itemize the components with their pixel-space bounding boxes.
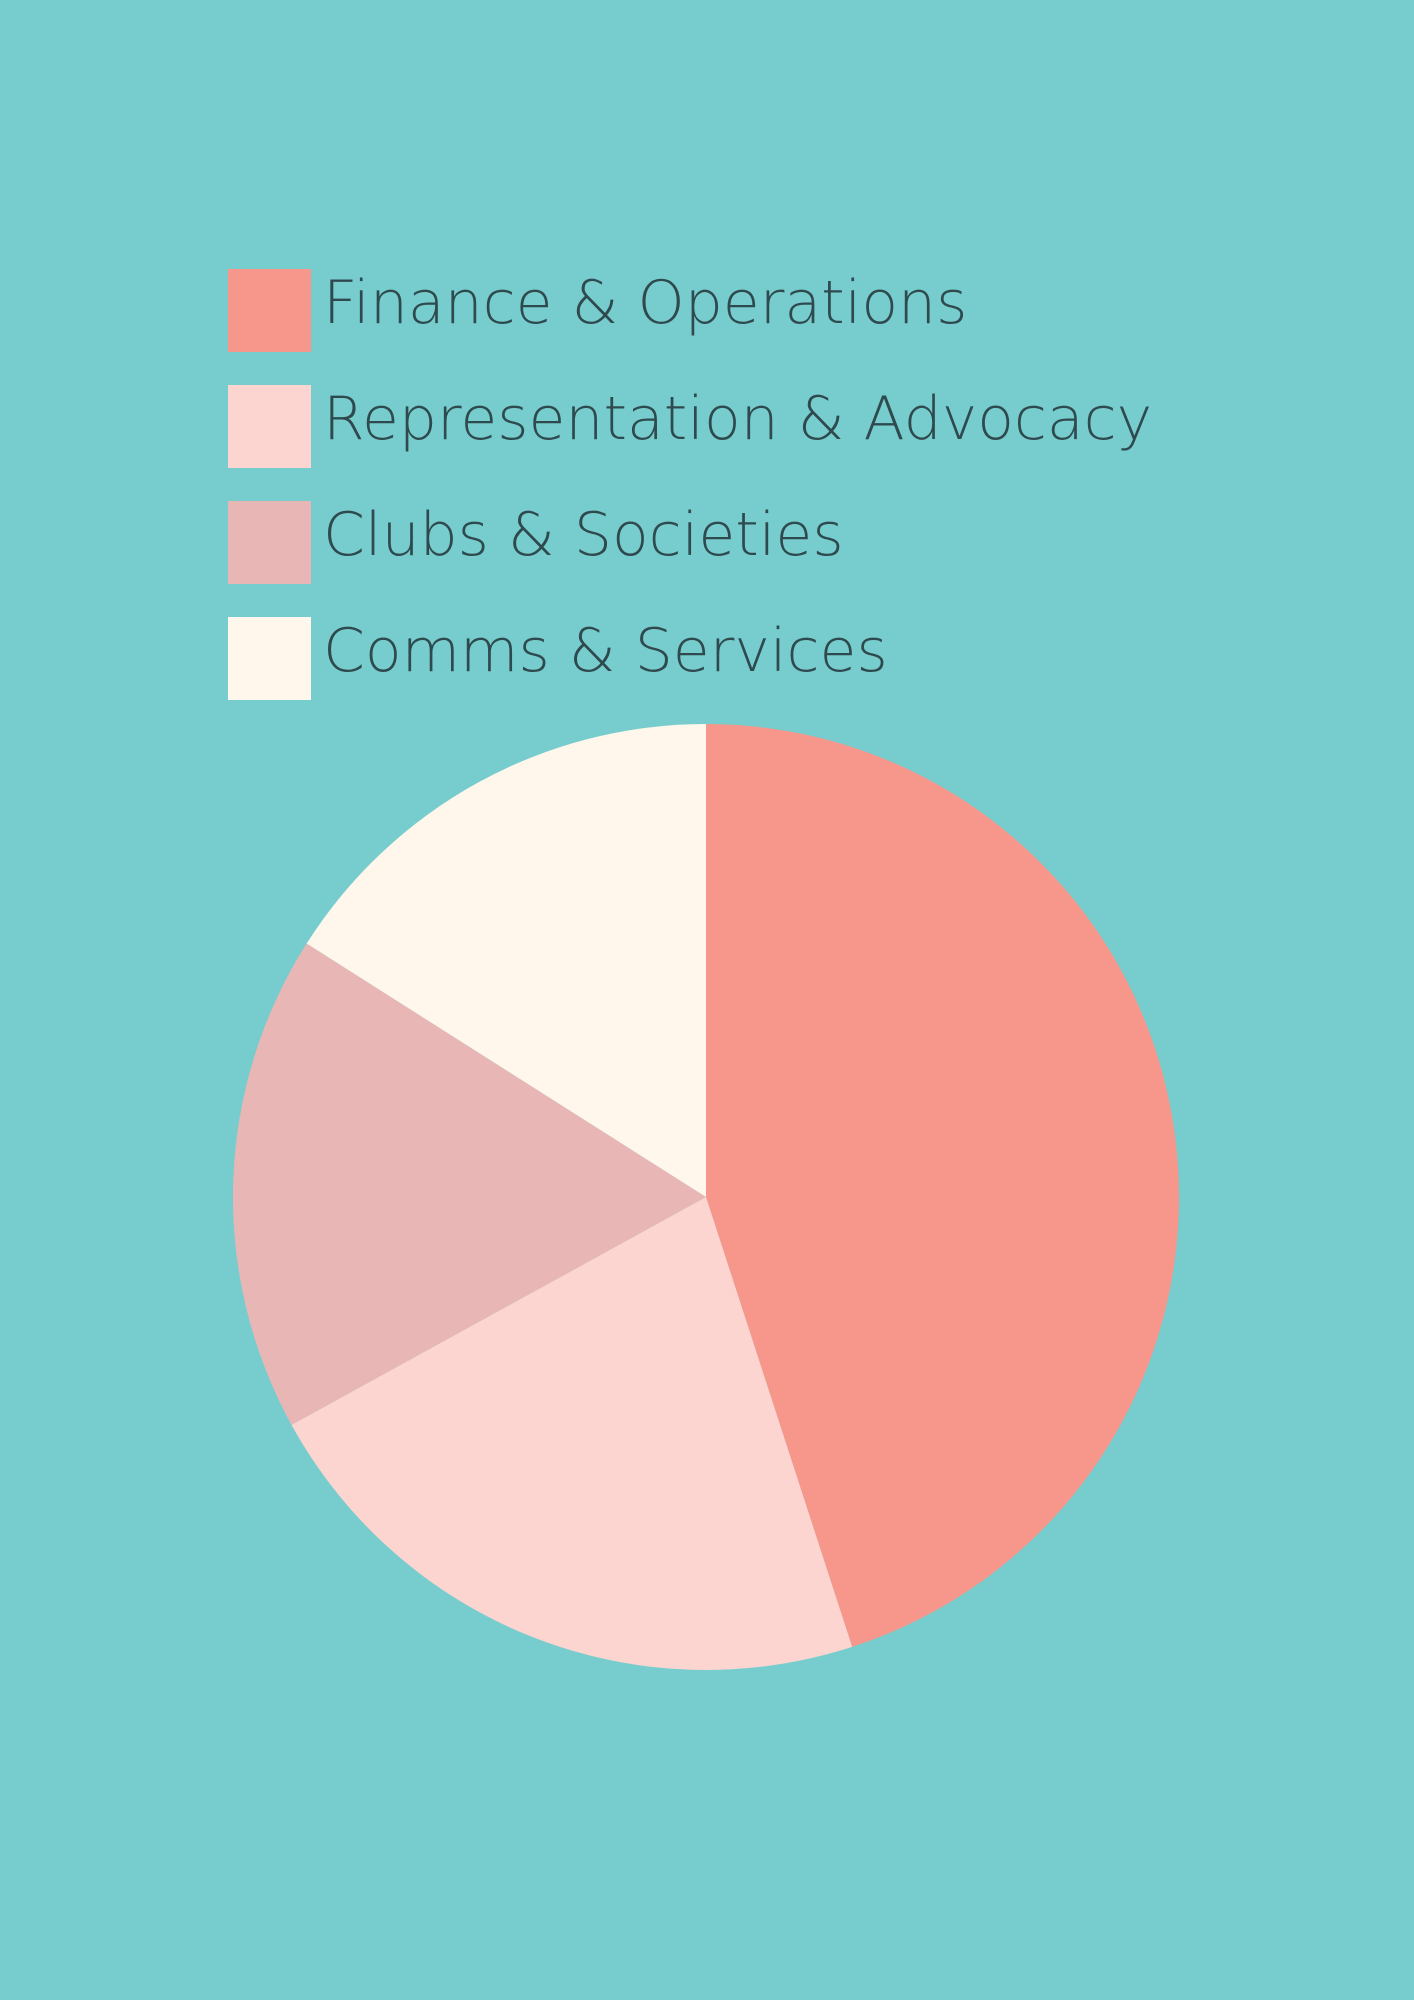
legend-swatch bbox=[228, 385, 311, 468]
legend-label: Comms & Services bbox=[323, 616, 888, 686]
legend-swatch bbox=[228, 501, 311, 584]
legend-label: Representation & Advocacy bbox=[323, 384, 1152, 454]
pie-slice bbox=[233, 943, 706, 1425]
legend-label: Clubs & Societies bbox=[323, 500, 844, 570]
pie-slice bbox=[291, 1197, 853, 1670]
legend-swatch bbox=[228, 269, 311, 352]
legend-label: Finance & Operations bbox=[323, 268, 967, 338]
legend-swatch bbox=[228, 617, 311, 700]
pie-slice bbox=[306, 724, 706, 1197]
pie-slice bbox=[706, 724, 1179, 1647]
